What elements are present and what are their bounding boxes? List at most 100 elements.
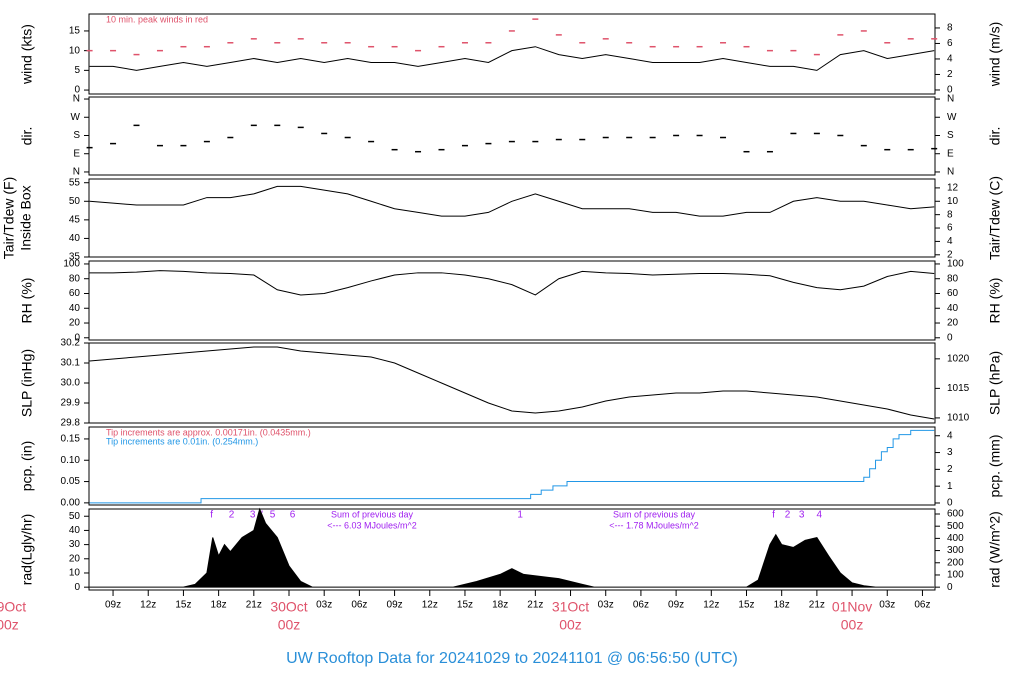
x-tick-label: 15z <box>457 600 473 611</box>
annotation: Tip increments are approx. 0.00171in. (0… <box>106 427 311 437</box>
y-tick-label: 80 <box>947 273 959 284</box>
y-axis-label: Inside Box <box>18 185 34 250</box>
marker-label: 3 <box>799 510 805 521</box>
y-tick-label: 100 <box>947 570 964 581</box>
y-tick-label: 4 <box>947 54 953 65</box>
marker-label: ' <box>261 510 263 521</box>
y-tick-label: 1020 <box>947 353 970 364</box>
marker-label: 5 <box>270 510 276 521</box>
y-tick-label: 8 <box>947 23 953 34</box>
y2-axis-label: SLP (hPa) <box>987 351 1003 415</box>
y-tick-label: 1015 <box>947 383 970 394</box>
y-tick-label: 6 <box>947 223 953 234</box>
panel-frame <box>88 508 936 591</box>
y-tick-label: 15 <box>69 26 81 37</box>
y-tick-label: S <box>947 130 954 141</box>
x-tick-label: 09z <box>387 600 403 611</box>
marker-label: f <box>210 510 213 521</box>
y-tick-label: 400 <box>947 533 964 544</box>
daily-sum-label: Sum of previous day <box>331 509 414 519</box>
y-tick-label: 4 <box>947 236 953 247</box>
marker-label: 3 <box>250 510 256 521</box>
y-tick-label: S <box>73 130 80 141</box>
y-tick-label: 4 <box>947 430 953 441</box>
date-label: 29Oct <box>0 599 26 615</box>
daily-sum-value: <--- 6.03 MJoules/m^2 <box>327 520 417 530</box>
y-tick-label: 100 <box>947 259 964 270</box>
y-tick-label: 30.0 <box>61 378 81 389</box>
y-axis-label: dir. <box>19 127 35 146</box>
y-tick-label: N <box>947 94 954 105</box>
x-tick-label: 12z <box>140 600 156 611</box>
y-tick-label: 30 <box>69 539 81 550</box>
y-axis-label: Tair/Tdew (F) <box>1 177 17 259</box>
x-tick-label: 21z <box>527 600 543 611</box>
y2-axis-label: Tair/Tdew (C) <box>987 176 1003 260</box>
x-tick-label: 09z <box>668 600 684 611</box>
series-line <box>89 46 935 71</box>
x-tick-label: 18z <box>211 600 227 611</box>
daily-sum-label: Sum of previous day <box>613 509 696 519</box>
x-tick-label: 03z <box>316 600 332 611</box>
y-tick-label: 10 <box>69 45 81 56</box>
y-tick-label: 50 <box>69 511 81 522</box>
y-tick-label: 29.9 <box>61 398 81 409</box>
y-tick-label: 0.15 <box>61 434 81 445</box>
date-hour-label: 00z <box>841 617 864 633</box>
marker-label: 2 <box>229 510 235 521</box>
x-tick-label: 21z <box>246 600 262 611</box>
y-tick-label: 2 <box>947 69 953 80</box>
y-tick-label: 0.00 <box>61 498 81 509</box>
y-axis-label: RH (%) <box>19 278 35 324</box>
marker-label: 6 <box>290 510 296 521</box>
y-tick-label: 8 <box>947 209 953 220</box>
panel-frame <box>88 260 936 341</box>
y-tick-label: 6 <box>947 38 953 49</box>
x-tick-label: 12z <box>703 600 719 611</box>
y-tick-label: W <box>947 112 957 123</box>
annotation: 10 min. peak winds in red <box>106 14 208 24</box>
x-tick-label: 18z <box>774 600 790 611</box>
y2-axis-label: dir. <box>987 127 1003 146</box>
y-axis-label: rad(Lgly/hr) <box>19 514 35 586</box>
y-tick-label: 0 <box>74 332 80 343</box>
y-tick-label: 20 <box>69 318 81 329</box>
y-tick-label: 300 <box>947 545 964 556</box>
x-tick-label: 15z <box>175 600 191 611</box>
y-axis-label: SLP (inHg) <box>19 349 35 417</box>
radiation-area <box>89 507 935 588</box>
y2-axis-label: wind (m/s) <box>987 22 1003 88</box>
y-tick-label: 0 <box>947 582 953 593</box>
x-tick-label: 12z <box>422 600 438 611</box>
figure-title: UW Rooftop Data for 20241029 to 20241101… <box>286 650 738 667</box>
y-tick-label: 40 <box>69 233 81 244</box>
marker-label: 2 <box>785 510 791 521</box>
date-label: 01Nov <box>832 599 872 615</box>
y-tick-label: E <box>947 148 954 159</box>
date-hour-label: 00z <box>0 617 19 633</box>
y-tick-label: 100 <box>63 259 80 270</box>
series-line <box>89 429 935 504</box>
y-tick-label: 40 <box>69 525 81 536</box>
y-tick-label: 10 <box>947 196 959 207</box>
x-tick-label: 21z <box>809 600 825 611</box>
y-tick-label: 30.2 <box>61 338 81 349</box>
y-tick-label: W <box>71 112 81 123</box>
y-tick-label: 60 <box>947 288 959 299</box>
y-axis-label: pcp. (in) <box>19 441 35 492</box>
y2-axis-label: RH (%) <box>987 278 1003 324</box>
annotation: Tip increments are 0.01in. (0.254mm.) <box>106 436 258 446</box>
y-tick-label: 1 <box>947 481 953 492</box>
y-tick-label: 2 <box>947 464 953 475</box>
x-tick-label: 06z <box>351 600 367 611</box>
y-tick-label: E <box>73 148 80 159</box>
x-tick-label: 03z <box>598 600 614 611</box>
y-tick-label: 1010 <box>947 413 970 424</box>
y-tick-label: 500 <box>947 521 964 532</box>
panel-frame <box>88 96 936 176</box>
date-label: 31Oct <box>552 599 589 615</box>
x-tick-label: 09z <box>105 600 121 611</box>
marker-label: 1 <box>517 510 523 521</box>
series-line <box>89 185 935 217</box>
